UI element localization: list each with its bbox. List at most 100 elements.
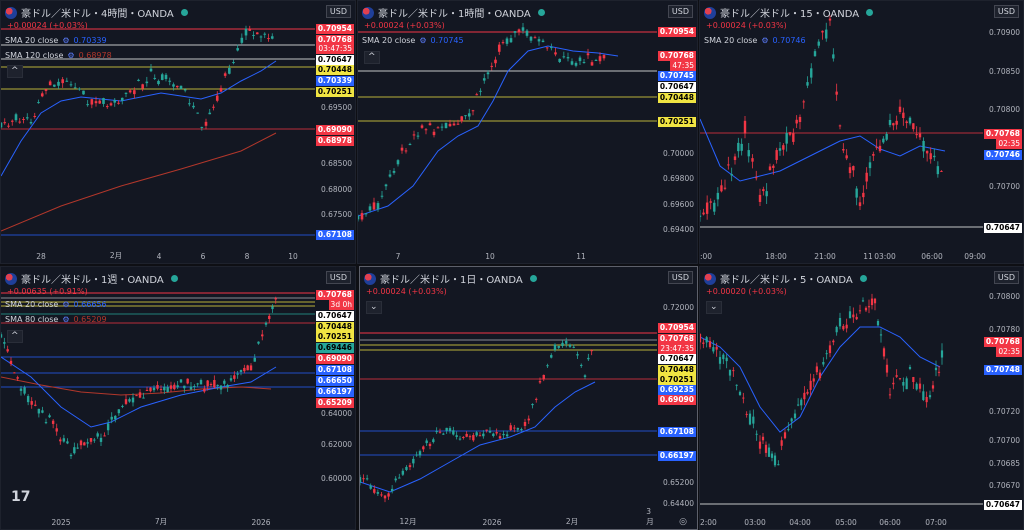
settings-icon[interactable]: ⚙ [67,51,75,60]
candle-body [369,485,372,489]
candle-body [169,385,173,389]
chart-panel-4h[interactable]: 豪ドル／米ドル・4時間・OANDA +0.00024 (+0.03%) SMA … [0,0,356,264]
candle-body [73,447,76,454]
candle-body [502,433,505,436]
currency-button[interactable]: USD [325,271,351,284]
symbol-title[interactable]: 豪ドル／米ドル・15・OANDA [720,9,860,20]
candle-body [497,44,501,52]
market-open-icon [529,275,537,282]
price-axis[interactable]: 0.70900 0.70850 0.70800 0.70768 02:35 0.… [983,28,1022,233]
time-axis[interactable]: 02:00 03:00 04:00 05:00 06:00 07:00 [699,518,947,527]
candle-body [55,428,58,432]
collapse-legend-button[interactable]: ^ [364,51,380,64]
tradingview-logo[interactable]: 17 [11,489,31,505]
candle-body [865,172,868,182]
currency-button[interactable]: USD [325,5,351,18]
candle-body [882,138,885,143]
sma-20-legend[interactable]: SMA 20 close ⚙ 0.70339 [5,36,107,45]
candle-body [709,201,712,203]
settings-icon[interactable]: ⚙ [419,36,427,45]
candle-body [888,119,892,125]
candle-body [594,59,598,61]
sma-20-legend[interactable]: SMA 20 close ⚙ 0.66656 [5,300,107,309]
candle-body [240,37,244,43]
sma-20-legend[interactable]: SMA 20 close ⚙ 0.70746 [704,36,806,45]
settings-icon[interactable]: ⚙ [62,36,70,45]
candle-body [255,32,259,35]
settings-icon[interactable]: ⚙ [761,36,769,45]
candle-body [388,174,392,177]
price-axis[interactable]: 0.70800 0.70780 0.70768 02:35 0.70748 0.… [983,292,1022,510]
currency-button[interactable]: USD [667,5,693,18]
symbol-title[interactable]: 豪ドル／米ドル・1時間・OANDA [378,9,531,20]
time-axis[interactable]: 2025 7月 2026 [51,517,271,527]
candle-body [557,345,560,348]
candle-body [908,367,912,369]
candle-body [23,387,26,394]
chart-panel-1w[interactable]: 豪ドル／米ドル・1週・OANDA +0.00635 (+0.91%) SMA 2… [0,266,356,530]
expand-legend-button[interactable]: ⌄ [706,301,722,314]
candles-plot[interactable] [1,267,315,517]
candles-plot[interactable] [700,267,983,517]
candles-plot[interactable] [1,1,315,251]
symbol-title[interactable]: 豪ドル／米ドル・1週・OANDA [21,275,164,286]
candle-body [448,428,452,432]
candle-body [732,370,735,372]
price-axis[interactable]: 0.72000 0.70954 0.70768 23:47:35 0.70647… [657,303,696,508]
candle-body [444,122,448,129]
price-axis[interactable]: 0.70954 0.70768 03:47:35 0.70647 0.70448… [315,24,354,240]
candle-body [172,84,175,87]
candles-plot[interactable] [358,1,657,251]
settings-icon[interactable]: ⚙ [62,315,70,324]
candle-body [401,470,405,475]
sma-120-legend[interactable]: SMA 120 close ⚙ 0.68978 [5,51,112,60]
candle-body [432,439,435,443]
sma-20-legend[interactable]: SMA 20 close ⚙ 0.70745 [362,36,464,45]
symbol-title[interactable]: 豪ドル／米ドル・4時間・OANDA [21,9,174,20]
currency-button[interactable]: USD [993,5,1019,18]
candle-body [183,385,186,389]
candle-body [236,48,239,51]
candle-body [66,441,69,444]
chart-panel-1d[interactable]: 豪ドル／米ドル・1日・OANDA +0.00024 (+0.03%) ⌄ USD… [359,266,698,530]
candle-body [764,444,768,453]
chart-panel-1h[interactable]: 豪ドル／米ドル・1時間・OANDA +0.00024 (+0.03%) SMA … [357,0,698,264]
go-to-realtime-icon[interactable]: ◎ [679,517,687,527]
currency-button[interactable]: USD [993,271,1019,284]
aud-usd-flag-icon [704,272,716,285]
panel-header: 豪ドル／米ドル・1時間・OANDA [362,5,545,20]
candle-body [785,133,788,144]
time-axis[interactable]: :00 18:00 21:00 11 03:00 06:00 09:00 [699,252,986,261]
candle-body [821,30,824,33]
candles-plot[interactable] [360,267,657,517]
candle-body [713,202,716,212]
candle-body [482,433,485,437]
chart-panel-5m[interactable]: 豪ドル／米ドル・5・OANDA +0.00020 (+0.03%) ⌄ USD … [699,266,1024,530]
candle-body [835,91,838,95]
candle-body [131,397,135,403]
time-axis[interactable]: 12月 2026 2月 3月 [399,507,654,527]
currency-button[interactable]: USD [667,271,693,284]
candle-body [34,404,37,406]
symbol-title[interactable]: 豪ドル／米ドル・5・OANDA [720,275,853,286]
collapse-legend-button[interactable]: ^ [7,65,23,78]
symbol-title[interactable]: 豪ドル／米ドル・1日・OANDA [380,275,523,286]
candle-body [412,134,416,136]
time-axis[interactable]: 28 2月 4 6 8 10 [36,251,298,261]
price-axis[interactable]: 0.70768 3d 0h 0.70647 0.70448 0.70251 0.… [315,290,354,483]
candle-body [270,36,274,39]
candle-body [790,418,793,422]
price-axis[interactable]: 0.70954 0.70768 47:35 0.70745 0.70647 0.… [657,27,696,234]
candle-body [797,404,800,406]
collapse-legend-button[interactable]: ^ [7,330,23,343]
time-axis[interactable]: 7 10 11 [395,252,586,261]
expand-legend-button[interactable]: ⌄ [366,301,382,314]
candles-plot[interactable] [700,1,983,251]
sma-80-legend[interactable]: SMA 80 close ⚙ 0.65209 [5,315,107,324]
candle-body [465,433,468,437]
candle-body [895,375,898,377]
candle-body [715,346,718,350]
settings-icon[interactable]: ⚙ [62,300,70,309]
chart-panel-15m[interactable]: 豪ドル／米ドル・15・OANDA +0.00024 (+0.03%) SMA 2… [699,0,1024,264]
candle-body [464,115,467,117]
